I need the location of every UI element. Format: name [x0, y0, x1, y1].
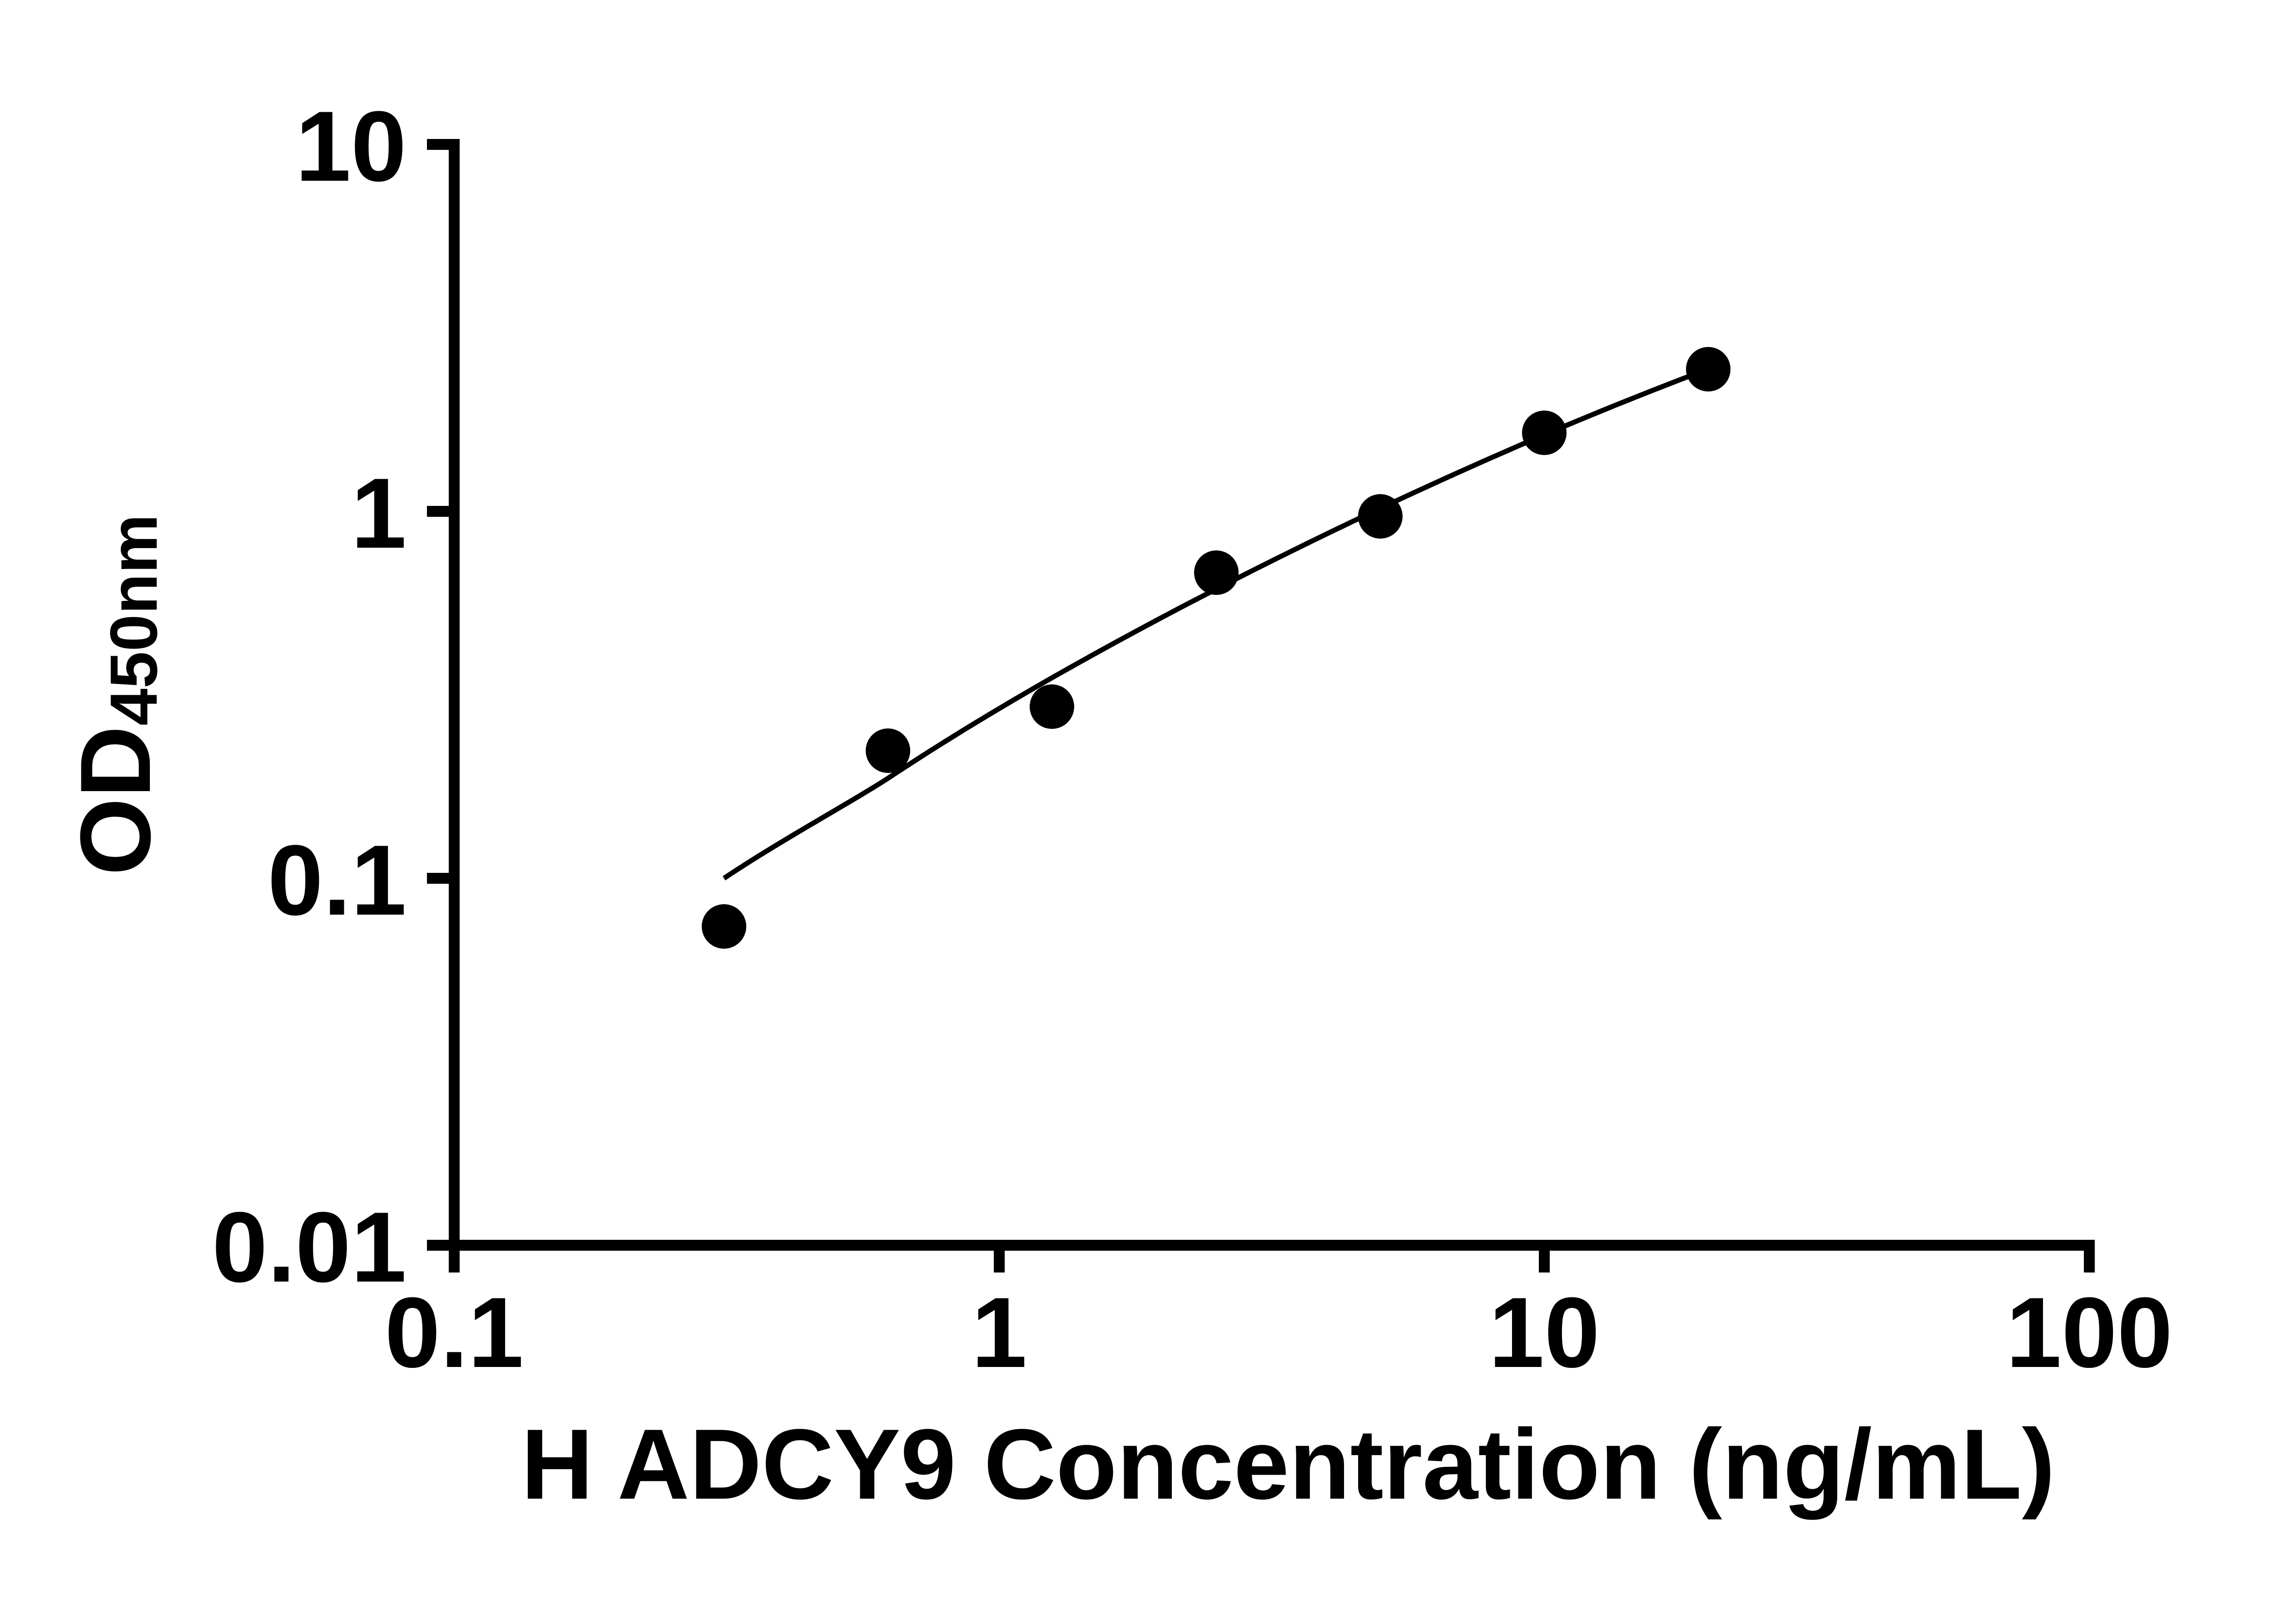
svg-text:0.01: 0.01 — [212, 1191, 407, 1303]
svg-text:100: 100 — [2006, 1277, 2172, 1388]
svg-text:10: 10 — [295, 90, 407, 202]
svg-text:0.1: 0.1 — [385, 1277, 524, 1388]
svg-text:H ADCY9 Concentration (ng/mL): H ADCY9 Concentration (ng/mL) — [521, 1408, 2055, 1520]
svg-text:1: 1 — [351, 457, 407, 569]
svg-text:1: 1 — [972, 1277, 1027, 1388]
svg-text:0.1: 0.1 — [268, 824, 407, 936]
svg-text:10: 10 — [1489, 1277, 1600, 1388]
